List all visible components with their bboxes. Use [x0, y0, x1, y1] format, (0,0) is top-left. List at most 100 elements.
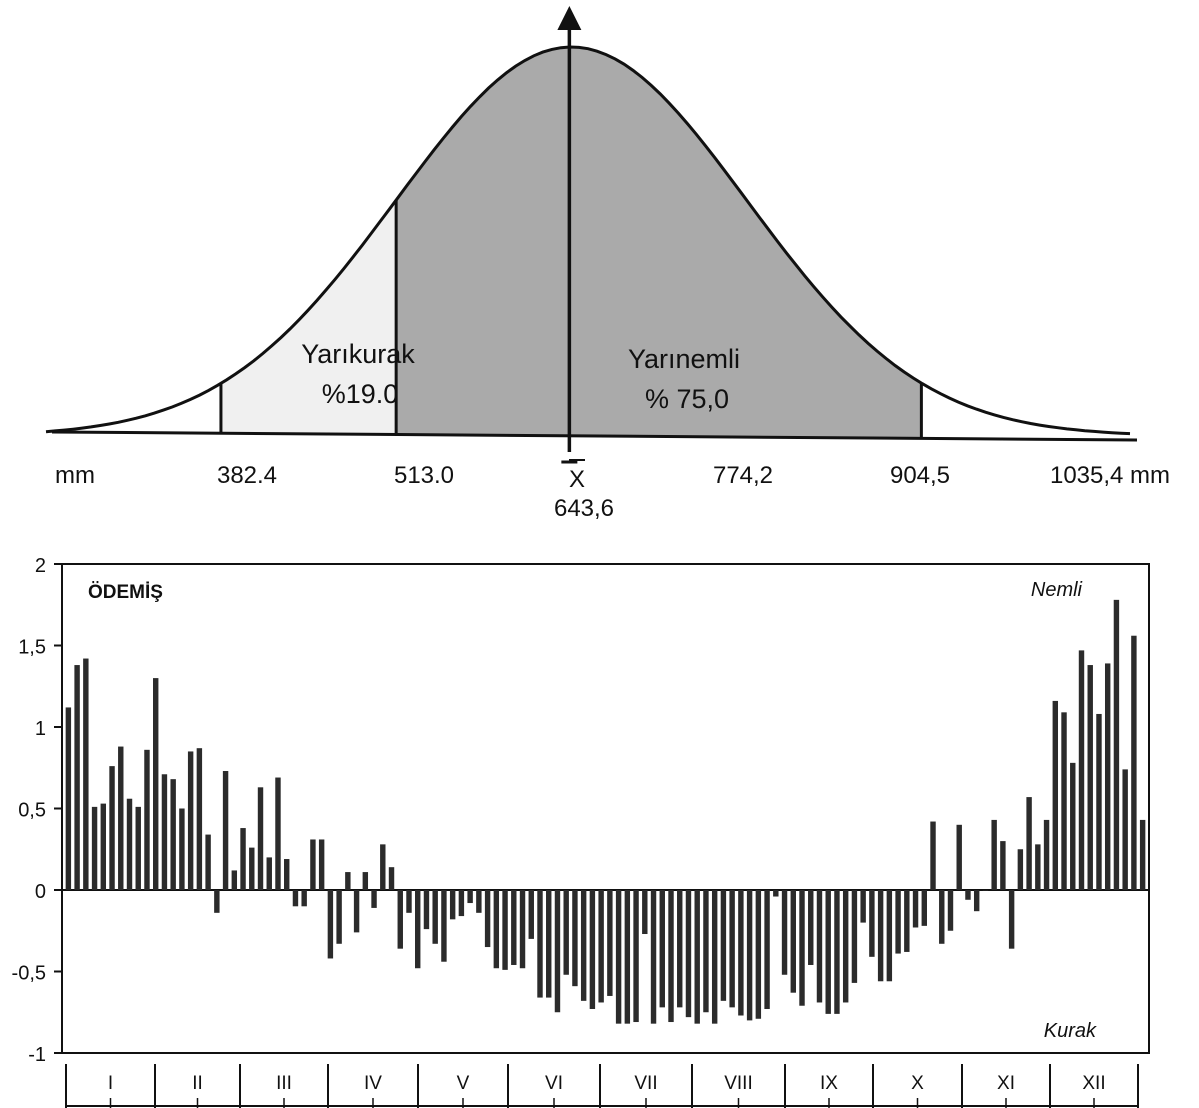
bar — [511, 890, 517, 965]
annotation-kurak: Kurak — [1044, 1020, 1097, 1042]
bar — [642, 890, 648, 935]
month-label: X — [911, 1073, 924, 1094]
y-tick-label: 0,5 — [18, 800, 46, 822]
bar — [930, 821, 936, 890]
bar — [773, 890, 779, 897]
bar — [947, 890, 954, 931]
bar — [738, 890, 744, 1016]
bar — [91, 806, 98, 890]
semiarid-label: Yarıkurak — [301, 339, 415, 369]
bar — [318, 839, 325, 890]
bar — [161, 774, 168, 890]
bar — [912, 890, 919, 928]
bar — [755, 890, 762, 1019]
bar — [423, 890, 430, 930]
bar — [1035, 844, 1041, 890]
bar — [921, 890, 927, 926]
chart-title: ÖDEMİŞ — [88, 582, 163, 603]
odemis-bar-chart: 21,510,50-0,5-1 I II III IV V VI VII VIII IX X XI X… — [12, 555, 1150, 1108]
bar — [310, 839, 316, 890]
month-label: V — [457, 1073, 470, 1094]
bar — [720, 890, 727, 1001]
bar — [703, 890, 709, 1013]
bar — [380, 844, 386, 890]
bar — [327, 890, 334, 959]
bar — [677, 890, 683, 1008]
month-label: I — [108, 1073, 113, 1094]
baseline — [51, 430, 1138, 442]
bar — [240, 828, 246, 890]
bar — [467, 890, 473, 904]
bar — [345, 872, 351, 890]
bar — [406, 890, 412, 913]
bar — [205, 834, 211, 890]
bar — [1043, 819, 1050, 890]
top-axis-labels: mm 382.4 513.0 X 774,2 904,5 1035,4 mm — [55, 459, 1170, 493]
bar — [790, 890, 796, 993]
bar — [336, 890, 342, 944]
bar — [939, 890, 945, 944]
bar — [537, 890, 543, 998]
bar — [135, 806, 141, 890]
bar — [1139, 819, 1146, 890]
bar — [353, 890, 360, 933]
bar — [825, 890, 831, 1014]
y-tick-label: -1 — [28, 1044, 46, 1066]
bar — [397, 890, 403, 949]
mean-symbol-label: X — [569, 466, 585, 493]
bar — [1017, 849, 1024, 890]
bar — [144, 749, 150, 890]
arrow-up-icon — [557, 6, 582, 30]
bar — [83, 658, 89, 890]
bar — [554, 890, 561, 1013]
bar — [982, 890, 989, 891]
month-label: VIII — [724, 1073, 753, 1094]
bar — [371, 890, 377, 908]
y-tick-label: 1 — [35, 718, 46, 740]
bars — [65, 599, 1146, 1024]
bar — [362, 872, 369, 890]
bar — [615, 890, 622, 1024]
month-label: XI — [997, 1073, 1015, 1094]
bar — [563, 890, 569, 975]
bar — [572, 890, 578, 987]
bar — [432, 890, 438, 944]
bar — [1087, 665, 1093, 890]
bar — [275, 777, 281, 890]
bar — [118, 746, 124, 890]
bar — [519, 890, 526, 969]
bar — [607, 890, 613, 996]
semihumid-percent: % 75,0 — [645, 384, 729, 414]
bar — [449, 890, 456, 920]
bar — [100, 803, 107, 890]
month-label: IV — [364, 1073, 382, 1094]
bar — [650, 890, 657, 1024]
bar — [502, 890, 508, 970]
bar — [633, 890, 639, 1023]
bar — [214, 890, 220, 913]
month-axis: I II III IV V VI VII VIII IX X XI XII — [65, 1064, 1139, 1108]
semihumid-zone-area — [396, 47, 922, 439]
axis-tick-label: 1035,4 mm — [1050, 462, 1170, 489]
bar — [1131, 635, 1137, 890]
bar — [973, 890, 980, 912]
bar — [528, 890, 534, 939]
bar — [1061, 712, 1067, 890]
bar — [292, 890, 299, 907]
bar — [1122, 769, 1128, 890]
bar — [886, 890, 893, 982]
bar — [1104, 663, 1111, 890]
month-label: XII — [1082, 1073, 1105, 1094]
bar — [153, 678, 159, 890]
mean-value-label: 643,6 — [554, 495, 614, 522]
semihumid-label: Yarınemli — [628, 344, 740, 374]
bar — [869, 890, 875, 957]
bar — [711, 890, 718, 1024]
bar — [764, 890, 770, 1009]
bar — [808, 890, 814, 965]
bar — [1000, 841, 1006, 890]
annotation-nemli: Nemli — [1031, 579, 1083, 601]
bar — [170, 779, 176, 890]
bar — [781, 890, 788, 975]
